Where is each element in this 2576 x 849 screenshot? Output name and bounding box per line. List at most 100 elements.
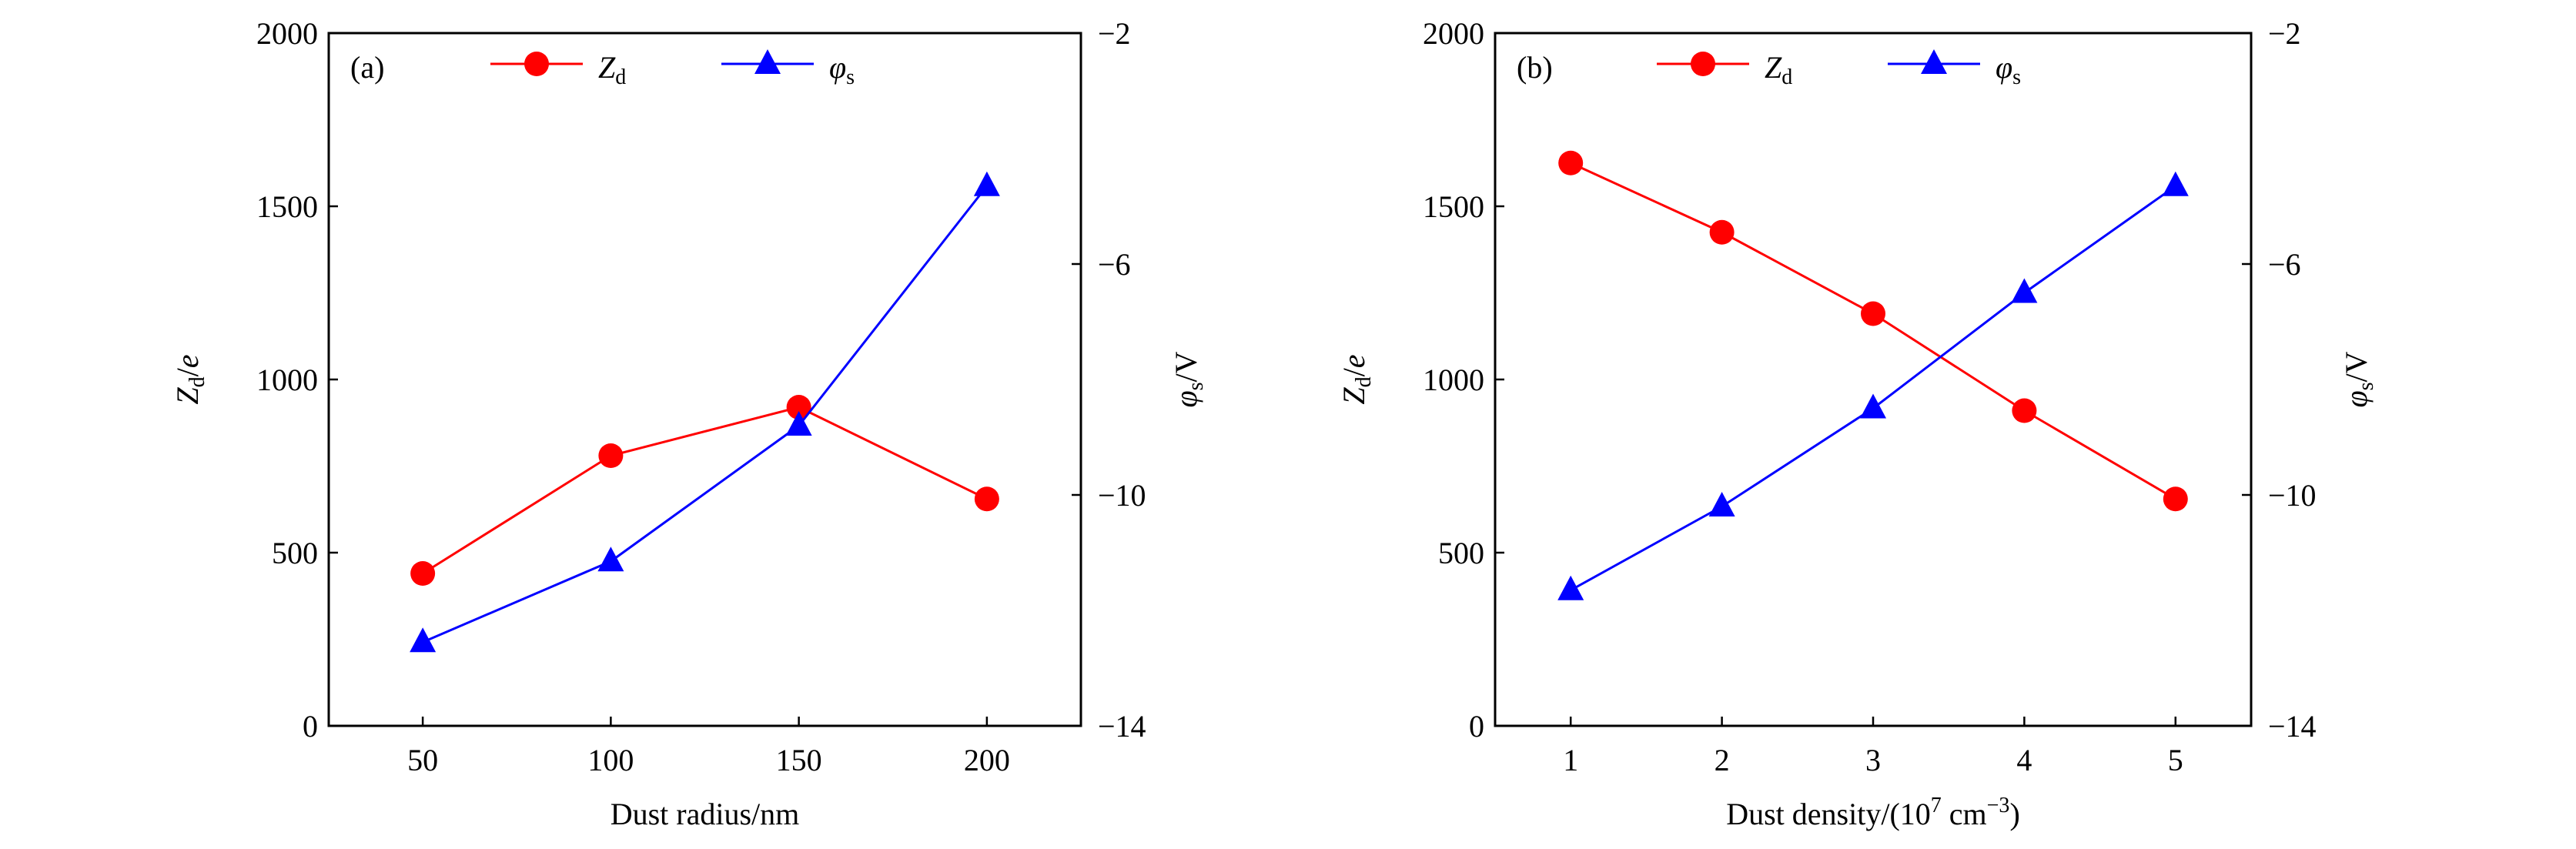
y-tick-label: 500 <box>1438 536 1484 570</box>
x-tick-label: 2 <box>1715 743 1730 777</box>
data-point-triangle <box>1557 575 1584 600</box>
y-label-slash: / <box>170 367 205 376</box>
x-axis-label-text: Dust radius/nm <box>611 797 800 831</box>
panel-a: 50 100 150 2000500100015002000−14−10−6−2Dus… <box>170 16 1208 831</box>
x-axis-label-unit-sup: −3 <box>1987 794 2010 817</box>
data-point-triangle <box>973 171 1000 196</box>
panel-b: 1 2 3 4 5 0 500 1000 1500 2000 −14 −10 −6 −2 Dust dens… <box>1337 16 2378 831</box>
legend-label-sub: s <box>846 65 855 89</box>
x-tick-label: 3 <box>1865 743 1881 777</box>
data-point-circle <box>2012 398 2037 423</box>
y-label-sub: d <box>1352 376 1376 387</box>
y2-tick-label: −6 <box>2268 247 2301 282</box>
legend-label-sub: d <box>1781 65 1792 89</box>
x-axis-label-close: ) <box>2009 797 2019 831</box>
y2-label-sub: s <box>2354 382 2378 390</box>
panel-label: (b) <box>1517 50 1553 85</box>
y-tick-label: 1000 <box>256 363 318 397</box>
data-point-circle <box>410 561 436 586</box>
data-point-circle <box>1558 150 1584 175</box>
plot-frame <box>327 32 1082 727</box>
data-point-triangle <box>1921 49 1947 74</box>
y2-tick-label: −2 <box>2268 16 2301 51</box>
y2-label-rest: /V <box>2339 351 2374 382</box>
data-point-circle <box>598 443 624 468</box>
x-tick-label: 5 <box>2168 743 2183 777</box>
data-point-circle <box>1691 52 1715 76</box>
data-point-circle <box>524 52 549 76</box>
data-point-triangle <box>597 547 624 572</box>
y-tick-label: 0 <box>1469 709 1484 744</box>
legend-entry: φs <box>1888 49 2021 89</box>
y-label-unit: e <box>170 354 205 368</box>
data-point-triangle <box>2162 171 2189 196</box>
panel-label: (a) <box>350 50 384 85</box>
y2-axis-label: φs/V <box>2339 351 2378 407</box>
y-label-main: Z <box>170 387 205 405</box>
y-label-main: Z <box>1337 387 1371 405</box>
x-axis-label-unit: cm <box>1942 797 1987 831</box>
y-label-unit: e <box>1337 354 1371 368</box>
y2-tick-label: −14 <box>2268 709 2317 744</box>
x-tick-label: 200 <box>964 743 1010 777</box>
x-tick-label: 50 <box>407 743 438 777</box>
x-tick-label: 100 <box>587 743 634 777</box>
series-phi <box>410 171 1000 653</box>
legend-label: φs <box>1996 50 2021 89</box>
legend-label-sub: d <box>615 65 626 89</box>
legend-label: φs <box>829 50 855 89</box>
y-tick-label: 0 <box>303 709 318 744</box>
series-zd <box>410 395 999 586</box>
y-tick-label: 500 <box>272 536 318 570</box>
y-tick-label: 1500 <box>256 189 318 224</box>
y-label-sub: d <box>186 376 209 387</box>
data-point-triangle <box>785 411 812 436</box>
legend-entry: Zd <box>490 50 626 89</box>
y2-tick-label: −6 <box>1098 247 1131 282</box>
x-tick-label: 150 <box>776 743 822 777</box>
y-axis-label: Zd/e <box>170 354 209 404</box>
y2-axis-label: φs/V <box>1169 351 1208 407</box>
legend-label-main: Z <box>1765 50 1782 85</box>
x-axis-label-text: Dust density/(10 <box>1726 797 1931 831</box>
series-zd <box>1558 150 2188 512</box>
legend-entry: Zd <box>1657 50 1792 89</box>
y2-tick-label: −2 <box>1098 16 1131 51</box>
data-point-triangle <box>754 49 781 74</box>
y2-label-main: φ <box>1169 390 1203 407</box>
x-tick-label: 1 <box>1563 743 1578 777</box>
data-point-circle <box>786 395 811 419</box>
legend-entry: φs <box>721 49 855 89</box>
legend-label: Zd <box>1765 50 1792 89</box>
y2-tick-label: −10 <box>2268 478 2317 513</box>
legend-label-main: Z <box>598 50 616 85</box>
data-point-circle <box>1709 219 1735 245</box>
legend-label-main: φ <box>829 50 846 85</box>
y-axis-label: Zd/e <box>1337 354 1376 404</box>
y-tick-label: 2000 <box>1423 16 1484 51</box>
data-point-circle <box>2163 486 2188 512</box>
y2-tick-label: −14 <box>1098 709 1146 744</box>
x-axis-label: Dust density/(107 cm−3) <box>1726 794 2020 831</box>
y2-label-sub: s <box>1184 382 1208 390</box>
legend-label-sub: s <box>2012 65 2021 89</box>
x-axis-label: Dust radius/nm <box>611 797 800 831</box>
x-tick-label: 4 <box>2016 743 2032 777</box>
series-line <box>1570 162 2176 500</box>
y2-tick-label: −10 <box>1098 478 1146 513</box>
series-phi <box>1557 171 2189 600</box>
data-point-triangle <box>1708 492 1735 516</box>
y-tick-label: 2000 <box>256 16 318 51</box>
data-point-triangle <box>1860 393 1886 419</box>
data-point-triangle <box>410 627 437 653</box>
series-line <box>422 406 988 575</box>
plot-frame <box>1494 32 2253 727</box>
series-line <box>422 185 989 643</box>
series-line <box>1570 185 2176 592</box>
y-tick-label: 1500 <box>1423 189 1484 224</box>
y-tick-label: 1000 <box>1423 363 1484 397</box>
y2-label-main: φ <box>2339 390 2374 407</box>
legend-label: Zd <box>598 50 626 89</box>
data-point-circle <box>1861 301 1885 326</box>
